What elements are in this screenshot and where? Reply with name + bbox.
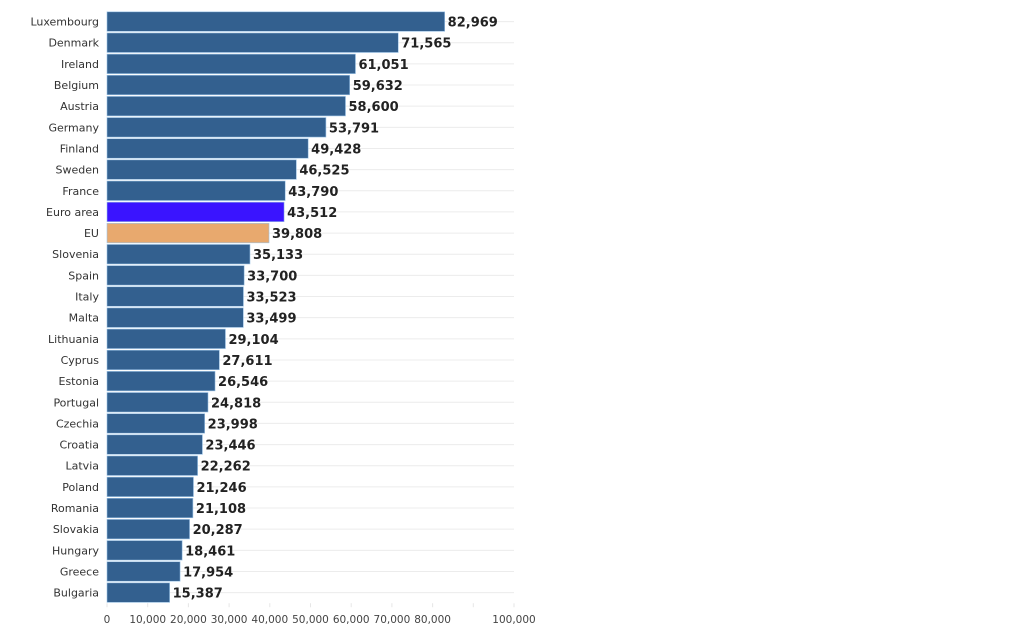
x-tick-label: 0 xyxy=(104,614,111,626)
bar-portugal xyxy=(106,392,209,413)
bar-croatia xyxy=(106,434,203,455)
x-tick-label: 50,000 xyxy=(292,614,329,626)
bar-latvia xyxy=(106,455,198,476)
value-label-germany: 53,791 xyxy=(329,121,379,136)
category-label-malta: Malta xyxy=(69,312,99,325)
bar-euro-area xyxy=(106,201,285,222)
value-label-greece: 17,954 xyxy=(183,565,233,580)
bar-sweden xyxy=(106,159,297,180)
bar-austria xyxy=(106,96,346,117)
bar-czechia xyxy=(106,413,205,434)
category-label-austria: Austria xyxy=(60,100,99,113)
category-label-czechia: Czechia xyxy=(56,417,99,430)
value-label-italy: 33,523 xyxy=(246,291,296,306)
bar-slovakia xyxy=(106,519,190,540)
category-label-croatia: Croatia xyxy=(59,439,99,452)
bar-spain xyxy=(106,265,245,286)
value-label-romania: 21,108 xyxy=(196,502,246,517)
bars xyxy=(106,11,445,603)
category-label-romania: Romania xyxy=(51,502,99,515)
value-label-estonia: 26,546 xyxy=(218,375,268,390)
value-label-finland: 49,428 xyxy=(311,142,361,157)
category-label-ireland: Ireland xyxy=(61,58,99,71)
x-axis-ticks: 0 10,000 20,000 30,000 40,000 50,000 60,000 70,… xyxy=(104,603,536,626)
x-tick-label: 70,000 xyxy=(374,614,411,626)
value-labels: 82,969 71,565 61,051 59,632 58,600 53,791 49,4… xyxy=(173,16,498,602)
bar-malta xyxy=(106,307,244,328)
category-label-france: France xyxy=(62,185,99,198)
x-tick-label: 60,000 xyxy=(333,614,370,626)
value-label-lithuania: 29,104 xyxy=(228,333,278,348)
category-label-belgium: Belgium xyxy=(54,79,99,92)
value-label-france: 43,790 xyxy=(288,185,338,200)
x-tick-label: 40,000 xyxy=(251,614,288,626)
value-label-ireland: 61,051 xyxy=(358,58,408,73)
bar-eu xyxy=(106,223,270,244)
value-label-cyprus: 27,611 xyxy=(222,354,272,369)
value-label-sweden: 46,525 xyxy=(299,164,349,179)
bar-bulgaria xyxy=(106,582,170,603)
category-labels: Luxembourg Denmark Ireland Belgium Austria Ge… xyxy=(30,16,99,600)
x-tick-label: 10,000 xyxy=(129,614,166,626)
bar-slovenia xyxy=(106,244,251,265)
bar-greece xyxy=(106,561,181,582)
value-label-czechia: 23,998 xyxy=(208,417,258,432)
bar-cyprus xyxy=(106,349,220,371)
category-label-denmark: Denmark xyxy=(48,37,99,50)
category-label-eu: EU xyxy=(84,227,99,240)
value-label-portugal: 24,818 xyxy=(211,396,261,411)
category-label-italy: Italy xyxy=(75,291,99,304)
category-label-cyprus: Cyprus xyxy=(61,354,100,367)
value-label-slovenia: 35,133 xyxy=(253,248,303,263)
x-tick-label: 100,000 xyxy=(492,614,535,626)
category-label-slovenia: Slovenia xyxy=(52,248,99,261)
category-label-bulgaria: Bulgaria xyxy=(53,587,99,600)
x-tick-label: 20,000 xyxy=(170,614,207,626)
category-label-sweden: Sweden xyxy=(56,164,99,177)
value-label-slovakia: 20,287 xyxy=(193,523,243,538)
bar-germany xyxy=(106,117,327,138)
category-label-poland: Poland xyxy=(62,481,99,494)
bar-denmark xyxy=(106,32,399,53)
category-label-estonia: Estonia xyxy=(59,375,100,388)
bar-france xyxy=(106,180,286,201)
value-label-eu: 39,808 xyxy=(272,227,322,242)
bar-lithuania xyxy=(106,328,226,349)
x-tick-label: 30,000 xyxy=(211,614,248,626)
bar-hungary xyxy=(106,540,183,561)
category-label-slovakia: Slovakia xyxy=(53,523,99,536)
category-label-luxembourg: Luxembourg xyxy=(30,16,99,29)
category-label-greece: Greece xyxy=(60,565,99,578)
category-label-germany: Germany xyxy=(48,121,99,134)
value-label-belgium: 59,632 xyxy=(353,79,403,94)
bar-italy xyxy=(106,286,244,307)
category-label-lithuania: Lithuania xyxy=(48,333,99,346)
x-tick-label: 80,000 xyxy=(414,614,451,626)
bar-luxembourg xyxy=(106,11,445,32)
value-label-poland: 21,246 xyxy=(196,481,246,496)
category-label-hungary: Hungary xyxy=(52,544,99,557)
bar-romania xyxy=(106,497,194,519)
value-label-luxembourg: 82,969 xyxy=(448,16,498,31)
value-label-bulgaria: 15,387 xyxy=(173,587,223,602)
value-label-spain: 33,700 xyxy=(247,269,297,284)
bar-poland xyxy=(106,476,194,497)
category-label-finland: Finland xyxy=(60,142,99,155)
bar-estonia xyxy=(106,371,216,392)
bar-belgium xyxy=(106,74,351,96)
value-label-malta: 33,499 xyxy=(246,312,296,327)
value-label-euro-area: 43,512 xyxy=(287,206,337,221)
category-label-portugal: Portugal xyxy=(53,396,99,409)
value-label-latvia: 22,262 xyxy=(201,460,251,475)
value-label-croatia: 23,446 xyxy=(205,439,255,454)
category-label-spain: Spain xyxy=(68,269,99,282)
value-label-austria: 58,600 xyxy=(349,100,399,115)
category-label-euro-area: Euro area xyxy=(46,206,99,219)
bar-finland xyxy=(106,138,309,159)
category-label-latvia: Latvia xyxy=(66,460,100,473)
value-label-denmark: 71,565 xyxy=(401,37,451,52)
bar-ireland xyxy=(106,53,356,74)
value-label-hungary: 18,461 xyxy=(185,544,235,559)
